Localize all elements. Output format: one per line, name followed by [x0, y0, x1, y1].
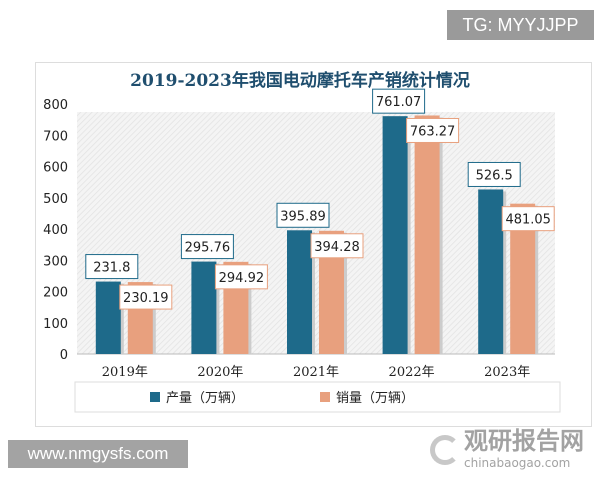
data-label-box [180, 234, 234, 260]
legend-swatch [150, 392, 160, 402]
y-tick-label: 500 [43, 192, 68, 207]
x-tick-label: 2023年 [484, 365, 530, 380]
chinabaogao-logo: 观研报告网 chinabaogao.com [430, 427, 595, 479]
bar-production [287, 230, 312, 354]
chart-title: 2019-2023年我国电动摩托车产销统计情况 [130, 71, 470, 91]
x-tick-label: 2020年 [197, 365, 243, 380]
x-tick-label: 2021年 [293, 365, 339, 380]
bar-production [478, 189, 504, 354]
bar-sales [414, 115, 440, 355]
y-tick-label: 600 [43, 161, 68, 176]
data-label: 481.05 [505, 213, 551, 228]
data-label-box [501, 206, 555, 232]
data-label: 230.19 [123, 291, 169, 306]
data-label: 295.76 [185, 241, 231, 256]
data-label: 526.5 [476, 168, 513, 183]
legend-box [74, 381, 561, 413]
legend-label: 产量（万辆） [166, 391, 244, 406]
bar-production [382, 116, 408, 355]
y-tick-label: 700 [43, 129, 68, 144]
legend-swatch [320, 392, 330, 402]
data-label-box [214, 264, 268, 290]
url-watermark: www.nmgysfs.com [8, 440, 188, 468]
y-tick-label: 200 [43, 286, 68, 301]
data-label: 394.28 [314, 240, 360, 255]
data-label-box [406, 117, 460, 143]
bar-production [191, 261, 217, 354]
logo-swirl-icon [430, 435, 460, 465]
x-tick-label: 2019年 [102, 365, 148, 380]
logo-url: chinabaogao.com [464, 456, 571, 470]
y-tick-label: 400 [43, 223, 68, 238]
data-label: 395.89 [280, 209, 326, 224]
data-label-box [119, 284, 173, 310]
data-label: 761.07 [376, 95, 422, 110]
data-label-box [372, 88, 426, 114]
y-tick-label: 0 [60, 348, 68, 363]
legend-label: 销量（万辆） [336, 391, 414, 406]
data-label-box [310, 233, 364, 259]
x-tick-label: 2022年 [389, 365, 435, 380]
data-label-box [276, 202, 330, 228]
data-label: 763.27 [410, 124, 456, 139]
y-tick-label: 800 [43, 98, 68, 113]
logo-text: 观研报告网 [464, 427, 584, 455]
data-label: 294.92 [219, 271, 265, 286]
y-tick-label: 300 [43, 254, 68, 269]
y-tick-label: 100 [43, 317, 68, 332]
plot-area [77, 112, 555, 354]
data-label-box [467, 161, 521, 187]
tg-watermark: TG: MYYJJPP [447, 10, 594, 40]
bar-production [95, 281, 121, 354]
data-label-box [85, 254, 139, 280]
data-label: 231.8 [93, 261, 130, 276]
